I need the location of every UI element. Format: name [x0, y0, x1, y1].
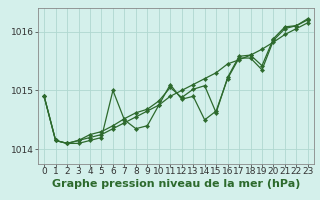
X-axis label: Graphe pression niveau de la mer (hPa): Graphe pression niveau de la mer (hPa) — [52, 179, 300, 189]
